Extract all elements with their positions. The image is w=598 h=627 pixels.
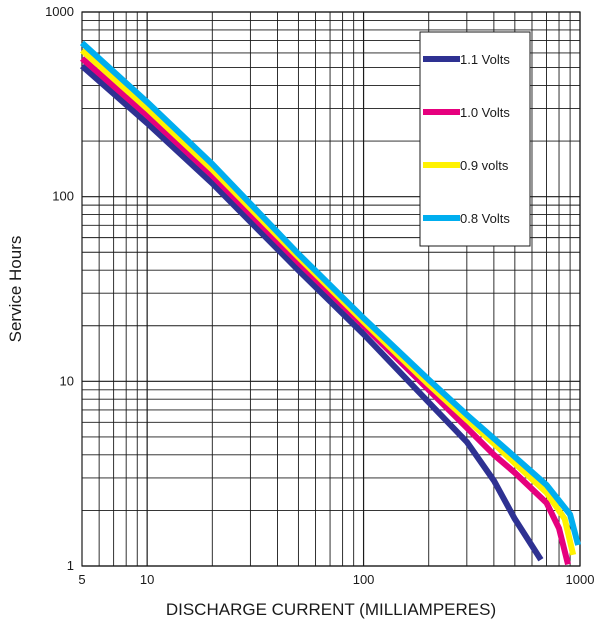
series-line — [80, 63, 544, 562]
legend-box — [419, 31, 531, 247]
series-line — [80, 48, 577, 556]
y-axis-label: Service Hours — [6, 236, 25, 343]
x-tick-label: 10 — [140, 572, 154, 587]
y-tick-label: 10 — [60, 373, 74, 388]
y-tick-label: 100 — [52, 189, 74, 204]
series-line — [80, 56, 571, 566]
legend-label: 1.0 Volts — [460, 105, 510, 120]
x-axis-label: DISCHARGE CURRENT (MILLIAMPERES) — [166, 600, 496, 619]
plot-frame — [81, 11, 581, 567]
series-line — [79, 40, 582, 546]
x-tick-label: 5 — [78, 572, 85, 587]
legend-label: 0.9 volts — [460, 158, 509, 173]
y-tick-label: 1 — [67, 558, 74, 573]
legend-label: 1.1 Volts — [460, 52, 510, 67]
y-tick-label: 1000 — [45, 4, 74, 19]
legend: 1.1 Volts 1.0 Volts 0.9 volts 0.8 Volts — [419, 31, 531, 247]
x-axis-ticks: 5 10 100 1000 — [78, 572, 594, 587]
x-tick-label: 100 — [353, 572, 375, 587]
series-layer — [79, 40, 582, 566]
x-tick-label: 1000 — [566, 572, 595, 587]
y-axis-ticks: 1 10 100 1000 — [45, 4, 74, 573]
legend-label: 0.8 Volts — [460, 211, 510, 226]
